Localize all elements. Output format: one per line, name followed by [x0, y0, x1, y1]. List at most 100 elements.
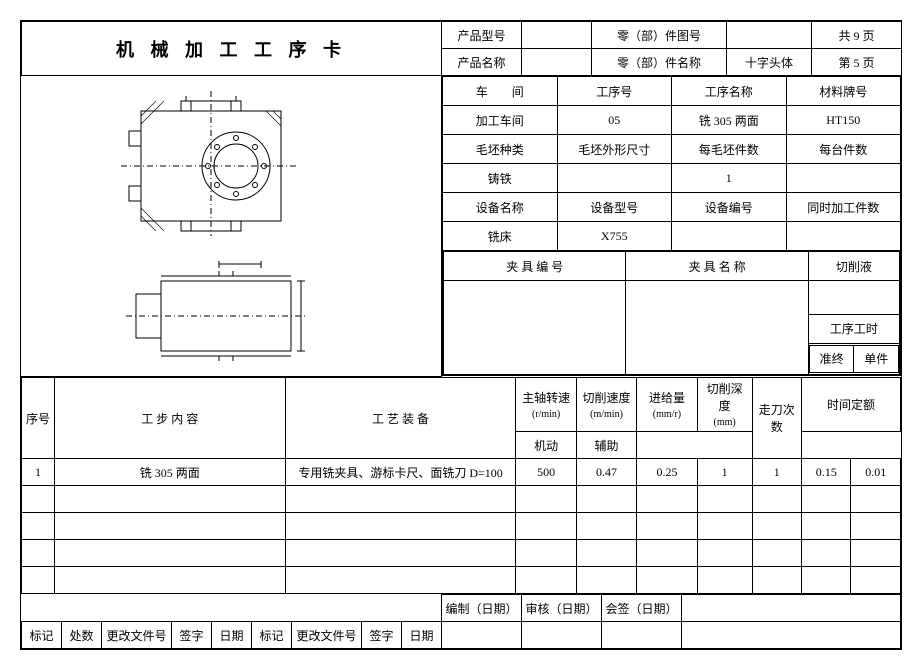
cell-content: [54, 486, 285, 513]
cell-aux: [851, 540, 901, 567]
cell-mach: [802, 540, 851, 567]
countersign-label: 会签（日期）: [602, 595, 682, 622]
cell-spindle: [516, 513, 576, 540]
cell-seq: [22, 486, 55, 513]
cell-content: [54, 567, 285, 594]
per-unit-pcs-label: 每台件数: [786, 135, 901, 164]
cell-passes: [752, 513, 801, 540]
material-grade-label: 材料牌号: [786, 77, 901, 106]
blank-type: 铸铁: [443, 164, 558, 193]
cell-spindle: [516, 540, 576, 567]
equip-no: [672, 222, 787, 251]
cell-feed: [637, 513, 697, 540]
cell-passes: [752, 540, 801, 567]
date-label-1: 日期: [212, 622, 252, 649]
equip-name: 铣床: [443, 222, 558, 251]
sign-label-2: 签字: [362, 622, 402, 649]
cell-feed: [637, 486, 697, 513]
simul-pcs: [786, 222, 901, 251]
cell-depth: 1: [697, 459, 752, 486]
col-aux: 辅助: [576, 432, 636, 459]
blank-type-label: 毛坯种类: [443, 135, 558, 164]
process-name: 铣 305 两面: [672, 106, 787, 135]
current-page: 第 5 页: [812, 49, 902, 76]
cell-spindle: [516, 486, 576, 513]
cell-feed: 0.25: [637, 459, 697, 486]
cell-seq: 1: [22, 459, 55, 486]
cell-spindle: 500: [516, 459, 576, 486]
cell-mach: [802, 486, 851, 513]
col-spindle-speed: 主轴转速(r/min): [516, 378, 576, 432]
product-model-label: 产品型号: [442, 22, 522, 49]
coolant-label: 切削液: [808, 252, 899, 281]
process-no: 05: [557, 106, 672, 135]
part-drawing-no: [727, 22, 812, 49]
cell-cutv: [576, 486, 636, 513]
fixture-name-label: 夹 具 名 称: [626, 252, 808, 281]
per-blank-pcs: 1: [672, 164, 787, 193]
process-no-label: 工序号: [557, 77, 672, 106]
cell-passes: [752, 567, 801, 594]
col-passes: 走刀次数: [752, 378, 801, 459]
col-time-quota: 时间定额: [802, 378, 901, 432]
review-label: 审核（日期）: [522, 595, 602, 622]
part-name-label: 零（部）件名称: [592, 49, 727, 76]
blank-size: [557, 164, 672, 193]
cell-mach: [802, 567, 851, 594]
col-mach: 机动: [516, 432, 576, 459]
cell-cutv: [576, 540, 636, 567]
change-doc-label-2: 更改文件号: [292, 622, 362, 649]
mark-label-2: 标记: [252, 622, 292, 649]
cell-depth: [697, 486, 752, 513]
cell-spindle: [516, 567, 576, 594]
col-seq: 序号: [22, 378, 55, 459]
coolant: [808, 281, 899, 314]
card-title: 机 械 加 工 工 序 卡: [22, 22, 442, 76]
fixture-name: [626, 281, 808, 375]
cell-depth: [697, 540, 752, 567]
cell-content: 铣 305 两面: [54, 459, 285, 486]
cell-seq: [22, 540, 55, 567]
workshop: 加工车间: [443, 106, 558, 135]
footer-table: 编制（日期） 审核（日期） 会签（日期） 标记 处数 更改文件号 签字 日期 标…: [21, 594, 901, 649]
steps-table: 序号 工 步 内 容 工 艺 装 备 主轴转速(r/min) 切削速度(m/mi…: [21, 377, 901, 594]
part-drawing-no-label: 零（部）件图号: [592, 22, 727, 49]
col-step-content: 工 步 内 容: [54, 378, 285, 459]
product-model: [522, 22, 592, 49]
sign-label-1: 签字: [172, 622, 212, 649]
cell-tooling: [285, 513, 516, 540]
cell-mach: [802, 513, 851, 540]
fixture-no-label: 夹 具 编 号: [444, 252, 626, 281]
cell-tooling: [285, 486, 516, 513]
date-label-2: 日期: [402, 622, 442, 649]
total-pages: 共 9 页: [812, 22, 902, 49]
equip-model: X755: [557, 222, 672, 251]
cell-aux: [851, 567, 901, 594]
col-cut-speed: 切削速度(m/min): [576, 378, 636, 432]
cell-depth: [697, 567, 752, 594]
col-feed: 进给量(mm/r): [637, 378, 697, 432]
material-grade: HT150: [786, 106, 901, 135]
compile-label: 编制（日期）: [442, 595, 522, 622]
change-doc-label-1: 更改文件号: [102, 622, 172, 649]
fixture-no: [444, 281, 626, 375]
cell-aux: [851, 513, 901, 540]
table-row: [22, 540, 901, 567]
cell-tooling: [285, 540, 516, 567]
simul-pcs-label: 同时加工件数: [786, 193, 901, 222]
process-card-sheet: 机 械 加 工 工 序 卡 产品型号 零（部）件图号 共 9 页 产品名称 零（…: [20, 20, 902, 650]
blank-size-label: 毛坯外形尺寸: [557, 135, 672, 164]
table-row: [22, 513, 901, 540]
cell-cutv: 0.47: [576, 459, 636, 486]
cell-aux: [851, 486, 901, 513]
info-table: 车 间 工序号 工序名称 材料牌号 加工车间 05 铣 305 两面 HT150…: [442, 76, 901, 376]
process-name-label: 工序名称: [672, 77, 787, 106]
process-hours-label: 工序工时: [808, 314, 899, 343]
product-name: [522, 49, 592, 76]
unit-label: 单件: [854, 345, 899, 372]
col-cut-depth: 切削深度(mm): [697, 378, 752, 432]
cell-content: [54, 513, 285, 540]
table-row: 1铣 305 两面专用铣夹具、游标卡尺、面铣刀 D=1005000.470.25…: [22, 459, 901, 486]
header-table: 机 械 加 工 工 序 卡 产品型号 零（部）件图号 共 9 页 产品名称 零（…: [21, 21, 902, 76]
cell-depth: [697, 513, 752, 540]
